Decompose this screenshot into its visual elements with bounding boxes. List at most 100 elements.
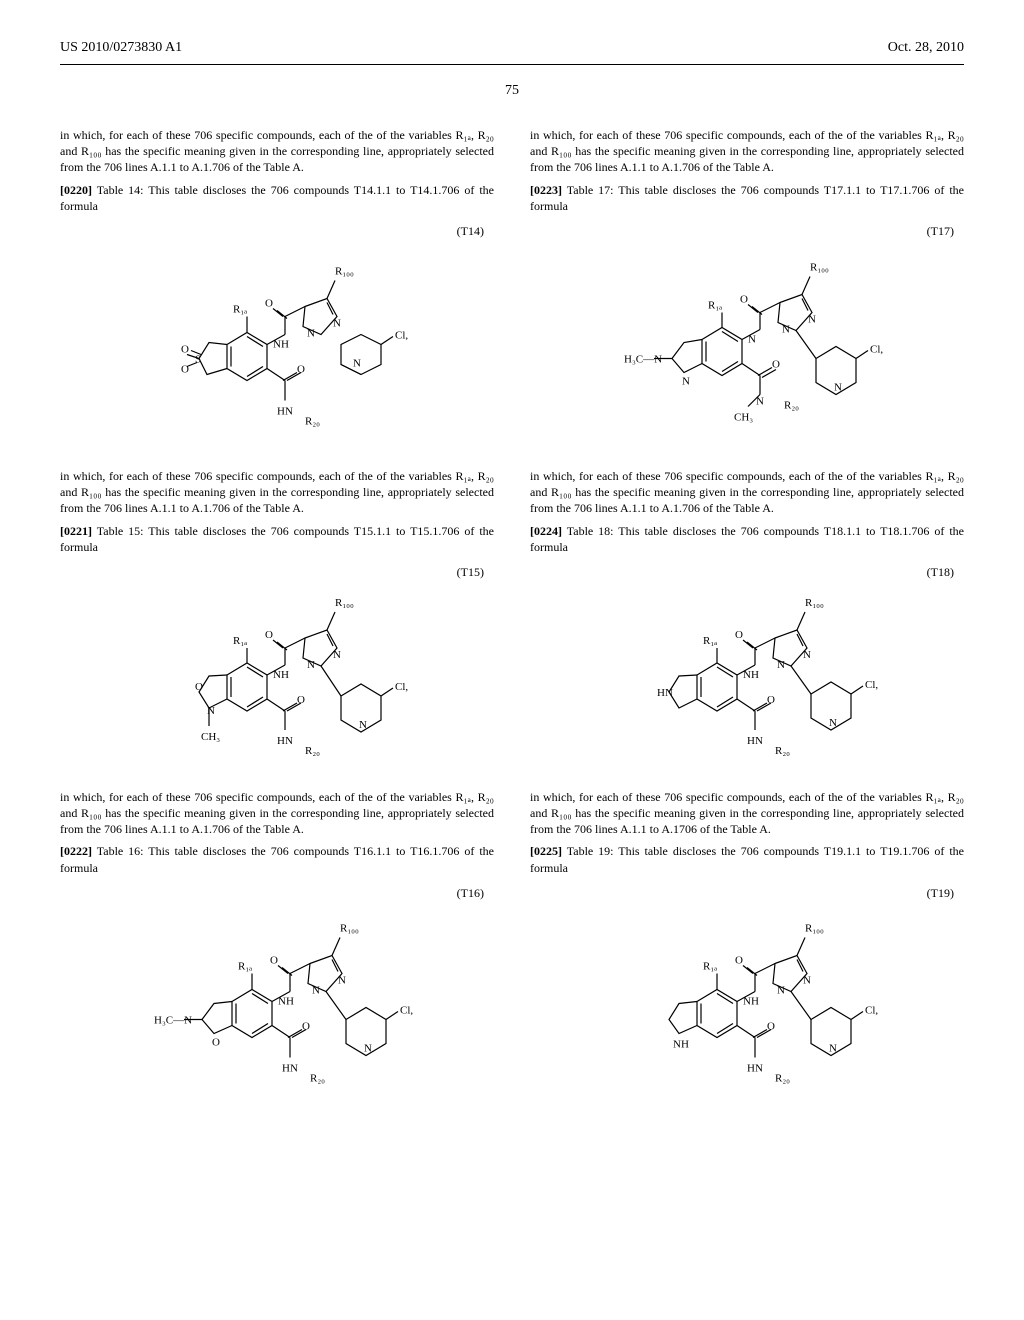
svg-text:NH: NH <box>673 1038 689 1050</box>
svg-text:O: O <box>270 954 278 966</box>
svg-text:O: O <box>181 343 189 355</box>
svg-text:R₁ₐ: R₁ₐ <box>708 299 722 311</box>
svg-text:N: N <box>803 649 811 661</box>
svg-text:NH: NH <box>743 669 759 681</box>
para-text: Table 16: This table discloses the 706 c… <box>60 844 494 874</box>
para-number: [0223] <box>530 183 562 197</box>
structure-label: (T19) <box>927 886 954 901</box>
para-number: [0224] <box>530 524 562 538</box>
svg-text:O: O <box>772 358 780 370</box>
svg-text:N: N <box>777 659 785 671</box>
svg-text:R₁₀₀: R₁₀₀ <box>335 265 354 277</box>
para-text: Table 15: This table discloses the 706 c… <box>60 524 494 554</box>
structure-t14: (T14) <box>60 224 494 454</box>
svg-text:HN: HN <box>747 735 763 747</box>
svg-text:HN: HN <box>657 687 673 699</box>
para-0220: [0220] Table 14: This table discloses th… <box>60 182 494 214</box>
bridge-text: in which, for each of these 706 specific… <box>530 468 964 517</box>
svg-text:R₂₀: R₂₀ <box>305 745 320 757</box>
svg-text:R₂₀: R₂₀ <box>775 1072 790 1084</box>
publication-number: US 2010/0273830 A1 <box>60 40 182 56</box>
svg-text:O: O <box>195 681 203 693</box>
svg-text:N: N <box>338 974 346 986</box>
structure-svg-t17: R₁₀₀ R₁ₐ N O O N R₂₀ CH₃ Cl, N N N H₃C—N… <box>602 244 892 454</box>
svg-text:R₁ₐ: R₁ₐ <box>238 960 252 972</box>
svg-text:Cl,: Cl, <box>865 1004 878 1016</box>
svg-text:R₂₀: R₂₀ <box>305 415 320 427</box>
para-0222: [0222] Table 16: This table discloses th… <box>60 843 494 875</box>
svg-text:O: O <box>181 363 189 375</box>
svg-text:R₁ₐ: R₁ₐ <box>703 960 717 972</box>
header-rule <box>60 64 964 65</box>
para-number: [0222] <box>60 844 92 858</box>
svg-text:N: N <box>364 1042 372 1054</box>
svg-text:O: O <box>740 293 748 305</box>
svg-text:HN: HN <box>747 1062 763 1074</box>
bridge-text: in which, for each of these 706 specific… <box>60 789 494 838</box>
svg-text:N: N <box>808 313 816 325</box>
structure-label: (T14) <box>457 224 484 239</box>
svg-text:NH: NH <box>278 995 294 1007</box>
svg-text:N: N <box>782 323 790 335</box>
structure-label: (T18) <box>927 565 954 580</box>
structure-t17: (T17) <box>530 224 964 454</box>
svg-text:O: O <box>265 297 273 309</box>
svg-text:O: O <box>735 954 743 966</box>
svg-text:HN: HN <box>277 735 293 747</box>
svg-text:R₂₀: R₂₀ <box>310 1072 325 1084</box>
svg-text:NH: NH <box>273 669 289 681</box>
right-column: in which, for each of these 706 specific… <box>530 127 964 1120</box>
para-number: [0220] <box>60 183 92 197</box>
svg-text:R₁₀₀: R₁₀₀ <box>340 922 359 934</box>
svg-text:N: N <box>207 705 215 717</box>
svg-text:Cl,: Cl, <box>870 343 883 355</box>
svg-text:R₂₀: R₂₀ <box>784 399 799 411</box>
svg-text:S: S <box>195 353 201 365</box>
svg-text:N: N <box>829 717 837 729</box>
para-0221: [0221] Table 15: This table discloses th… <box>60 523 494 555</box>
svg-text:R₁ₐ: R₁ₐ <box>233 635 247 647</box>
structure-label: (T17) <box>927 224 954 239</box>
svg-text:H₃C—N: H₃C—N <box>154 1014 192 1026</box>
bridge-text: in which, for each of these 706 specific… <box>530 127 964 176</box>
svg-text:NH: NH <box>273 338 289 350</box>
svg-text:CH₃: CH₃ <box>201 731 220 743</box>
svg-text:O: O <box>767 1020 775 1032</box>
svg-text:O: O <box>297 363 305 375</box>
svg-text:N: N <box>333 317 341 329</box>
svg-text:N: N <box>748 333 756 345</box>
svg-text:N: N <box>359 719 367 731</box>
para-number: [0225] <box>530 844 562 858</box>
structure-label: (T15) <box>457 565 484 580</box>
left-column: in which, for each of these 706 specific… <box>60 127 494 1120</box>
structure-t19: (T19) <box>530 886 964 1106</box>
svg-text:N: N <box>756 395 764 407</box>
svg-text:O: O <box>297 694 305 706</box>
svg-text:R₁ₐ: R₁ₐ <box>233 303 247 315</box>
para-text: Table 17: This table discloses the 706 c… <box>530 183 964 213</box>
svg-text:O: O <box>735 629 743 641</box>
svg-text:O: O <box>265 629 273 641</box>
bridge-text: in which, for each of these 706 specific… <box>530 789 964 838</box>
svg-text:R₁₀₀: R₁₀₀ <box>810 261 829 273</box>
svg-text:O: O <box>212 1036 220 1048</box>
svg-text:R₁₀₀: R₁₀₀ <box>805 922 824 934</box>
svg-text:N: N <box>803 974 811 986</box>
para-0223: [0223] Table 17: This table discloses th… <box>530 182 964 214</box>
svg-text:Cl,: Cl, <box>400 1004 413 1016</box>
bridge-text: in which, for each of these 706 specific… <box>60 468 494 517</box>
page-number: 75 <box>60 83 964 99</box>
structure-svg-t14: R₁₀₀ R₁ₐ NH O O HN R₂₀ Cl, N N N O O S <box>137 244 417 454</box>
structure-t16: (T16) <box>60 886 494 1106</box>
structure-svg-t18: R₁₀₀ R₁ₐ NH O O HN R₂₀ Cl, N N N HN <box>607 580 887 780</box>
svg-text:O: O <box>767 694 775 706</box>
svg-text:CH₃: CH₃ <box>734 411 753 423</box>
para-0225: [0225] Table 19: This table discloses th… <box>530 843 964 875</box>
structure-t18: (T18) <box>530 565 964 775</box>
structure-t15: (T15) <box>60 565 494 775</box>
publication-date: Oct. 28, 2010 <box>888 40 964 56</box>
svg-text:Cl,: Cl, <box>395 329 408 341</box>
svg-text:N: N <box>307 327 315 339</box>
svg-text:R₁₀₀: R₁₀₀ <box>335 597 354 609</box>
bridge-text: in which, for each of these 706 specific… <box>60 127 494 176</box>
